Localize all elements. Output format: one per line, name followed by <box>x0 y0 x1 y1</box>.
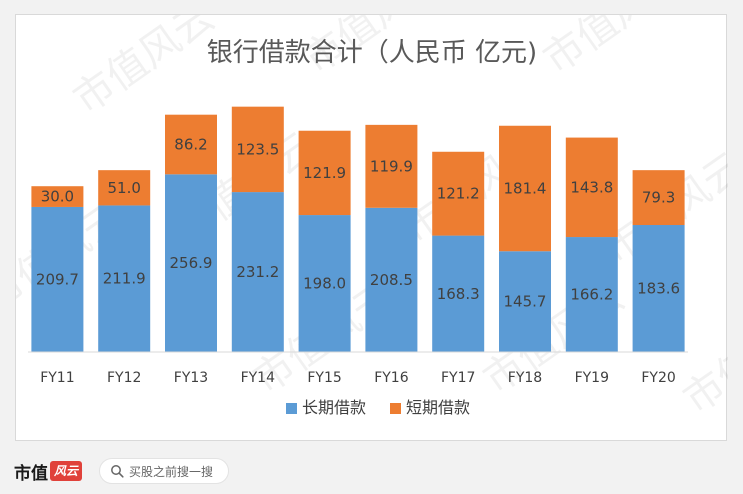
data-label-long-term: 208.5 <box>370 271 413 289</box>
bar-short-term-FY13 <box>165 114 217 175</box>
x-tick-label: FY19 <box>575 370 609 386</box>
data-label-short-term: 79.3 <box>642 189 675 207</box>
bar-long-term-FY16 <box>365 207 418 352</box>
data-label-short-term: 119.9 <box>370 157 413 175</box>
legend-label: 长期借款 <box>302 398 366 417</box>
bar-long-term-FY12 <box>98 205 151 352</box>
search-placeholder: 买股之前搜一搜 <box>129 464 214 479</box>
watermark-text: 市值风云 <box>535 15 692 83</box>
data-label-short-term: 121.9 <box>303 164 346 182</box>
data-label-long-term: 256.9 <box>170 254 213 272</box>
x-tick-label: FY13 <box>174 370 208 386</box>
x-tick-label: FY11 <box>40 370 74 386</box>
data-label-long-term: 145.7 <box>504 293 547 311</box>
bar-long-term-FY20 <box>632 225 685 352</box>
legend-swatch <box>286 403 297 414</box>
x-tick-label: FY18 <box>508 370 542 386</box>
data-label-long-term: 166.2 <box>570 286 613 304</box>
bar-short-term-FY12 <box>98 170 151 206</box>
data-label-short-term: 30.0 <box>41 188 74 206</box>
bar-short-term-FY20 <box>632 170 685 226</box>
x-tick-label: FY16 <box>374 370 409 386</box>
data-label-long-term: 211.9 <box>103 270 146 288</box>
bar-long-term-FY11 <box>31 206 84 352</box>
data-label-long-term: 209.7 <box>36 270 79 288</box>
x-tick-label: FY15 <box>307 370 341 386</box>
bar-long-term-FY13 <box>165 174 217 352</box>
x-tick-label: FY12 <box>107 370 141 386</box>
data-label-long-term: 231.2 <box>236 263 279 281</box>
brand-seal: 风云 <box>50 461 83 481</box>
bar-short-term-FY19 <box>565 137 618 238</box>
watermark-text: 市值风云 <box>65 15 222 123</box>
bar-short-term-FY14 <box>231 106 284 193</box>
bar-long-term-FY17 <box>432 235 485 352</box>
brand-name: 市值 <box>14 463 48 484</box>
bar-long-term-FY14 <box>231 192 284 352</box>
data-label-long-term: 168.3 <box>437 285 480 303</box>
bar-chart: 市值风云市值风云市值风云市值风云市值风云市值风云市值风云市值风云市值风云市值风云… <box>16 15 728 423</box>
data-label-short-term: 86.2 <box>174 136 207 154</box>
data-label-short-term: 143.8 <box>570 178 613 196</box>
legend-label: 短期借款 <box>406 398 470 417</box>
brand-logo: 市值 风云 <box>14 458 83 484</box>
x-tick-label: FY17 <box>441 370 475 386</box>
data-label-short-term: 121.2 <box>437 185 480 203</box>
chart-title: 银行借款合计（人民币 亿元) <box>207 38 537 68</box>
bar-long-term-FY19 <box>565 237 618 352</box>
data-label-long-term: 183.6 <box>637 280 680 298</box>
x-tick-label: FY20 <box>641 370 675 386</box>
search-icon <box>111 465 124 478</box>
data-label-short-term: 51.0 <box>107 179 140 197</box>
bar-short-term-FY16 <box>365 124 418 208</box>
bar-short-term-FY15 <box>298 130 351 216</box>
bar-short-term-FY17 <box>432 151 485 236</box>
data-label-long-term: 198.0 <box>303 275 346 293</box>
bar-short-term-FY11 <box>31 186 84 207</box>
search-input[interactable]: 买股之前搜一搜 <box>99 458 229 484</box>
data-label-short-term: 181.4 <box>504 179 547 197</box>
legend-swatch <box>390 403 401 414</box>
data-label-short-term: 123.5 <box>236 140 279 158</box>
footer-bar: 市值 风云 买股之前搜一搜 <box>0 452 743 494</box>
x-tick-label: FY14 <box>241 370 276 386</box>
bar-long-term-FY18 <box>499 251 551 352</box>
chart-area: 市值风云市值风云市值风云市值风云市值风云市值风云市值风云市值风云市值风云市值风云… <box>15 14 728 441</box>
bar-long-term-FY15 <box>298 215 351 352</box>
bar-short-term-FY18 <box>499 125 551 252</box>
